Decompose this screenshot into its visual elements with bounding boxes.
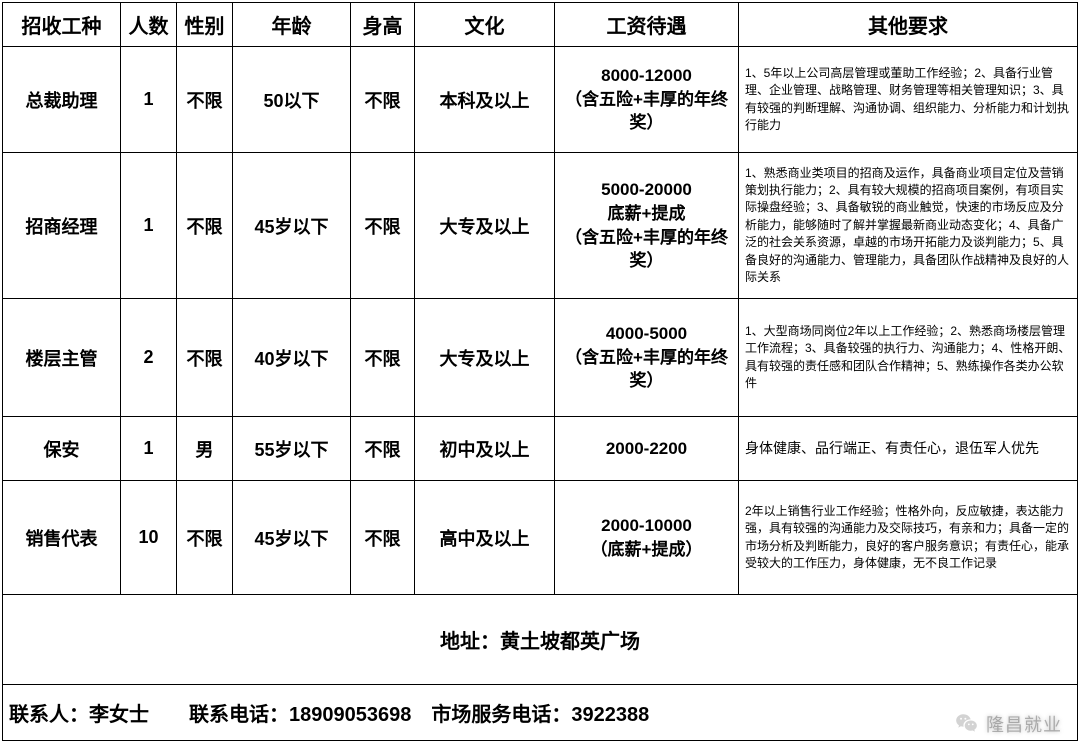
contact-row: 联系人：李女士 联系电话：18909053698 市场服务电话：3922388 [3, 685, 1078, 741]
cell-job: 保安 [3, 417, 121, 481]
cell-age: 55岁以下 [233, 417, 351, 481]
cell-education: 本科及以上 [415, 47, 555, 153]
cell-age: 45岁以下 [233, 481, 351, 595]
cell-job: 楼层主管 [3, 299, 121, 417]
cell-age: 50以下 [233, 47, 351, 153]
cell-education: 大专及以上 [415, 153, 555, 299]
header-age: 年龄 [233, 3, 351, 47]
cell-salary: 5000-20000底薪+提成（含五险+丰厚的年终奖） [555, 153, 739, 299]
header-count: 人数 [121, 3, 177, 47]
cell-height: 不限 [351, 299, 415, 417]
header-salary: 工资待遇 [555, 3, 739, 47]
header-job: 招收工种 [3, 3, 121, 47]
cell-education: 初中及以上 [415, 417, 555, 481]
table-row: 总裁助理 1 不限 50以下 不限 本科及以上 8000-12000（含五险+丰… [3, 47, 1078, 153]
header-requirements: 其他要求 [739, 3, 1078, 47]
cell-count: 2 [121, 299, 177, 417]
cell-salary: 2000-2200 [555, 417, 739, 481]
contact-cell: 联系人：李女士 联系电话：18909053698 市场服务电话：3922388 [3, 685, 1078, 741]
cell-job: 总裁助理 [3, 47, 121, 153]
table-row: 招商经理 1 不限 45岁以下 不限 大专及以上 5000-20000底薪+提成… [3, 153, 1078, 299]
cell-requirements: 身体健康、品行端正、有责任心，退伍军人优先 [739, 417, 1078, 481]
cell-gender: 不限 [177, 153, 233, 299]
cell-job: 销售代表 [3, 481, 121, 595]
table-row: 保安 1 男 55岁以下 不限 初中及以上 2000-2200 身体健康、品行端… [3, 417, 1078, 481]
cell-gender: 不限 [177, 299, 233, 417]
cell-job: 招商经理 [3, 153, 121, 299]
cell-count: 10 [121, 481, 177, 595]
cell-gender: 不限 [177, 47, 233, 153]
table-row: 销售代表 10 不限 45岁以下 不限 高中及以上 2000-10000（底薪+… [3, 481, 1078, 595]
page-root: 招收工种 人数 性别 年龄 身高 文化 工资待遇 其他要求 总裁助理 1 不限 … [0, 2, 1080, 743]
cell-height: 不限 [351, 481, 415, 595]
recruitment-table: 招收工种 人数 性别 年龄 身高 文化 工资待遇 其他要求 总裁助理 1 不限 … [2, 2, 1078, 741]
header-height: 身高 [351, 3, 415, 47]
table-header: 招收工种 人数 性别 年龄 身高 文化 工资待遇 其他要求 [3, 3, 1078, 47]
cell-gender: 不限 [177, 481, 233, 595]
cell-requirements: 1、熟悉商业类项目的招商及运作，具备商业项目定位及营销策划执行能力；2、具有较大… [739, 153, 1078, 299]
cell-salary: 8000-12000（含五险+丰厚的年终奖） [555, 47, 739, 153]
cell-height: 不限 [351, 417, 415, 481]
cell-height: 不限 [351, 153, 415, 299]
cell-count: 1 [121, 417, 177, 481]
address-row: 地址：黄土坡都英广场 [3, 595, 1078, 685]
cell-count: 1 [121, 153, 177, 299]
cell-salary: 2000-10000（底薪+提成） [555, 481, 739, 595]
cell-education: 大专及以上 [415, 299, 555, 417]
cell-gender: 男 [177, 417, 233, 481]
cell-salary: 4000-5000（含五险+丰厚的年终奖） [555, 299, 739, 417]
address-cell: 地址：黄土坡都英广场 [3, 595, 1078, 685]
cell-requirements: 2年以上销售行业工作经验；性格外向，反应敏捷，表达能力强，具有较强的沟通能力及交… [739, 481, 1078, 595]
cell-age: 45岁以下 [233, 153, 351, 299]
cell-education: 高中及以上 [415, 481, 555, 595]
cell-age: 40岁以下 [233, 299, 351, 417]
cell-requirements: 1、大型商场同岗位2年以上工作经验；2、熟悉商场楼层管理工作流程；3、具备较强的… [739, 299, 1078, 417]
table-body: 总裁助理 1 不限 50以下 不限 本科及以上 8000-12000（含五险+丰… [3, 47, 1078, 741]
cell-count: 1 [121, 47, 177, 153]
header-gender: 性别 [177, 3, 233, 47]
table-row: 楼层主管 2 不限 40岁以下 不限 大专及以上 4000-5000（含五险+丰… [3, 299, 1078, 417]
cell-height: 不限 [351, 47, 415, 153]
header-education: 文化 [415, 3, 555, 47]
cell-requirements: 1、5年以上公司高层管理或董助工作经验；2、具备行业管理、企业管理、战略管理、财… [739, 47, 1078, 153]
